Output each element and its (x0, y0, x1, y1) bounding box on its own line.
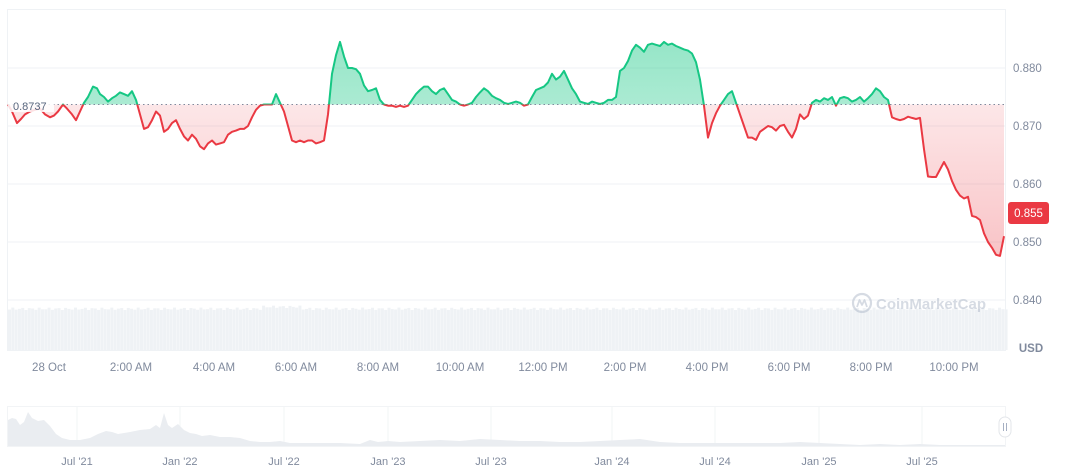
x-tick-label: 6:00 AM (275, 362, 317, 374)
drag-handle-icon (998, 416, 1012, 438)
x-tick-label: 2:00 AM (110, 362, 152, 374)
current-price-label: 0.855 (1014, 208, 1043, 220)
y-tick-label: 0.860 (1013, 179, 1042, 191)
y-tick-label: 0.850 (1013, 237, 1042, 249)
x-tick-label: 12:00 PM (518, 362, 567, 374)
x-tick-label: 8:00 PM (850, 362, 893, 374)
navigator-x-tick-label: Jul '23 (475, 456, 506, 468)
y-axis: 0.880 0.870 0.860 0.850 0.840 (1013, 63, 1042, 307)
grid-lines (8, 67, 1005, 301)
navigator-x-tick-label: Jul '22 (268, 456, 299, 468)
x-axis: 28 Oct 2:00 AM 4:00 AM 6:00 AM 8:00 AM 10:00 … (32, 362, 979, 374)
x-tick-label: 2:00 PM (604, 362, 647, 374)
navigator-x-tick-label: Jul '25 (906, 456, 937, 468)
coinmarketcap-watermark: CoinMarketCap (851, 292, 986, 314)
baseline-label: 0.8737 (13, 101, 47, 113)
y-tick-label: 0.880 (1013, 63, 1042, 75)
watermark-text: CoinMarketCap (876, 296, 986, 313)
coinmarketcap-logo-icon (851, 292, 873, 314)
area-fills (8, 41, 1004, 256)
y-tick-label: 0.870 (1013, 121, 1042, 133)
navigator-x-tick-label: Jul '21 (61, 456, 92, 468)
baseline-label-bg (8, 98, 54, 112)
navigator-drag-handle[interactable] (998, 416, 1012, 438)
navigator-x-axis: Jul '21 Jan '22 Jul '22 Jan '23 Jul '23 Jan '… (61, 456, 937, 468)
volume-bars (8, 305, 1008, 350)
current-price-tag: 0.855 (1008, 202, 1049, 224)
x-tick-label: 10:00 PM (929, 362, 978, 374)
range-navigator[interactable]: Jul '21 Jan '22 Jul '22 Jan '23 Jul '23 Jan '… (7, 406, 1012, 469)
x-tick-label: 4:00 PM (686, 362, 729, 374)
navigator-area (8, 412, 1005, 446)
currency-label: USD (1019, 343, 1043, 355)
x-tick-label: 6:00 PM (768, 362, 811, 374)
price-line[interactable] (7, 40, 1005, 257)
navigator-x-tick-label: Jan '25 (801, 456, 836, 468)
x-tick-label: 4:00 AM (193, 362, 235, 374)
y-tick-label: 0.840 (1013, 295, 1042, 307)
x-tick-label: 8:00 AM (357, 362, 399, 374)
navigator-x-tick-label: Jul '24 (699, 456, 730, 468)
plot-frame (7, 9, 1006, 351)
navigator-x-tick-label: Jan '24 (594, 456, 629, 468)
navigator-x-tick-label: Jan '22 (162, 456, 197, 468)
x-tick-label: 28 Oct (32, 362, 67, 374)
navigator-x-tick-label: Jan '23 (370, 456, 405, 468)
x-tick-label: 10:00 AM (436, 362, 485, 374)
